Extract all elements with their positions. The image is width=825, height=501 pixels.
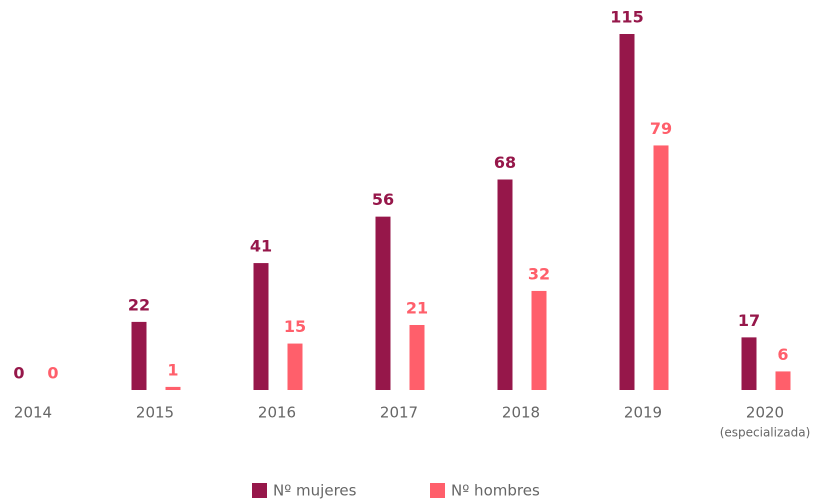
bar [253, 263, 269, 390]
bar [131, 321, 147, 390]
data-label: 115 [610, 8, 643, 27]
bar [287, 343, 303, 390]
data-label: 17 [738, 311, 760, 330]
bar [409, 324, 425, 390]
bar [165, 386, 181, 390]
data-label: 32 [528, 264, 550, 283]
bar [497, 179, 513, 390]
data-label: 56 [372, 190, 394, 209]
data-label: 22 [128, 295, 150, 314]
data-label: 0 [13, 364, 24, 383]
data-label: 0 [47, 364, 58, 383]
data-label: 41 [250, 237, 272, 256]
x-tick-label: 2015 [136, 404, 174, 422]
legend-label: Nº hombres [451, 482, 540, 500]
data-label: 1 [167, 360, 178, 379]
bar [375, 216, 391, 390]
data-label: 79 [650, 119, 672, 138]
data-label: 15 [284, 317, 306, 336]
bar [741, 337, 757, 390]
x-tick-label: 2017 [380, 404, 418, 422]
x-tick-label: 2016 [258, 404, 296, 422]
legend-label: Nº mujeres [273, 482, 357, 500]
x-tick-label: 2014 [14, 404, 52, 422]
bar [619, 34, 635, 390]
bar [531, 290, 547, 390]
x-tick-sublabel: (especializada) [720, 426, 811, 440]
bar [653, 145, 669, 390]
x-tick-label: 2020 [746, 404, 784, 422]
legend-swatch [252, 483, 267, 498]
bar [775, 371, 791, 390]
data-label: 21 [406, 298, 428, 317]
data-label: 6 [777, 345, 788, 364]
x-tick-label: 2018 [502, 404, 540, 422]
x-tick-label: 2019 [624, 404, 662, 422]
data-label: 68 [494, 153, 516, 172]
legend-swatch [430, 483, 445, 498]
